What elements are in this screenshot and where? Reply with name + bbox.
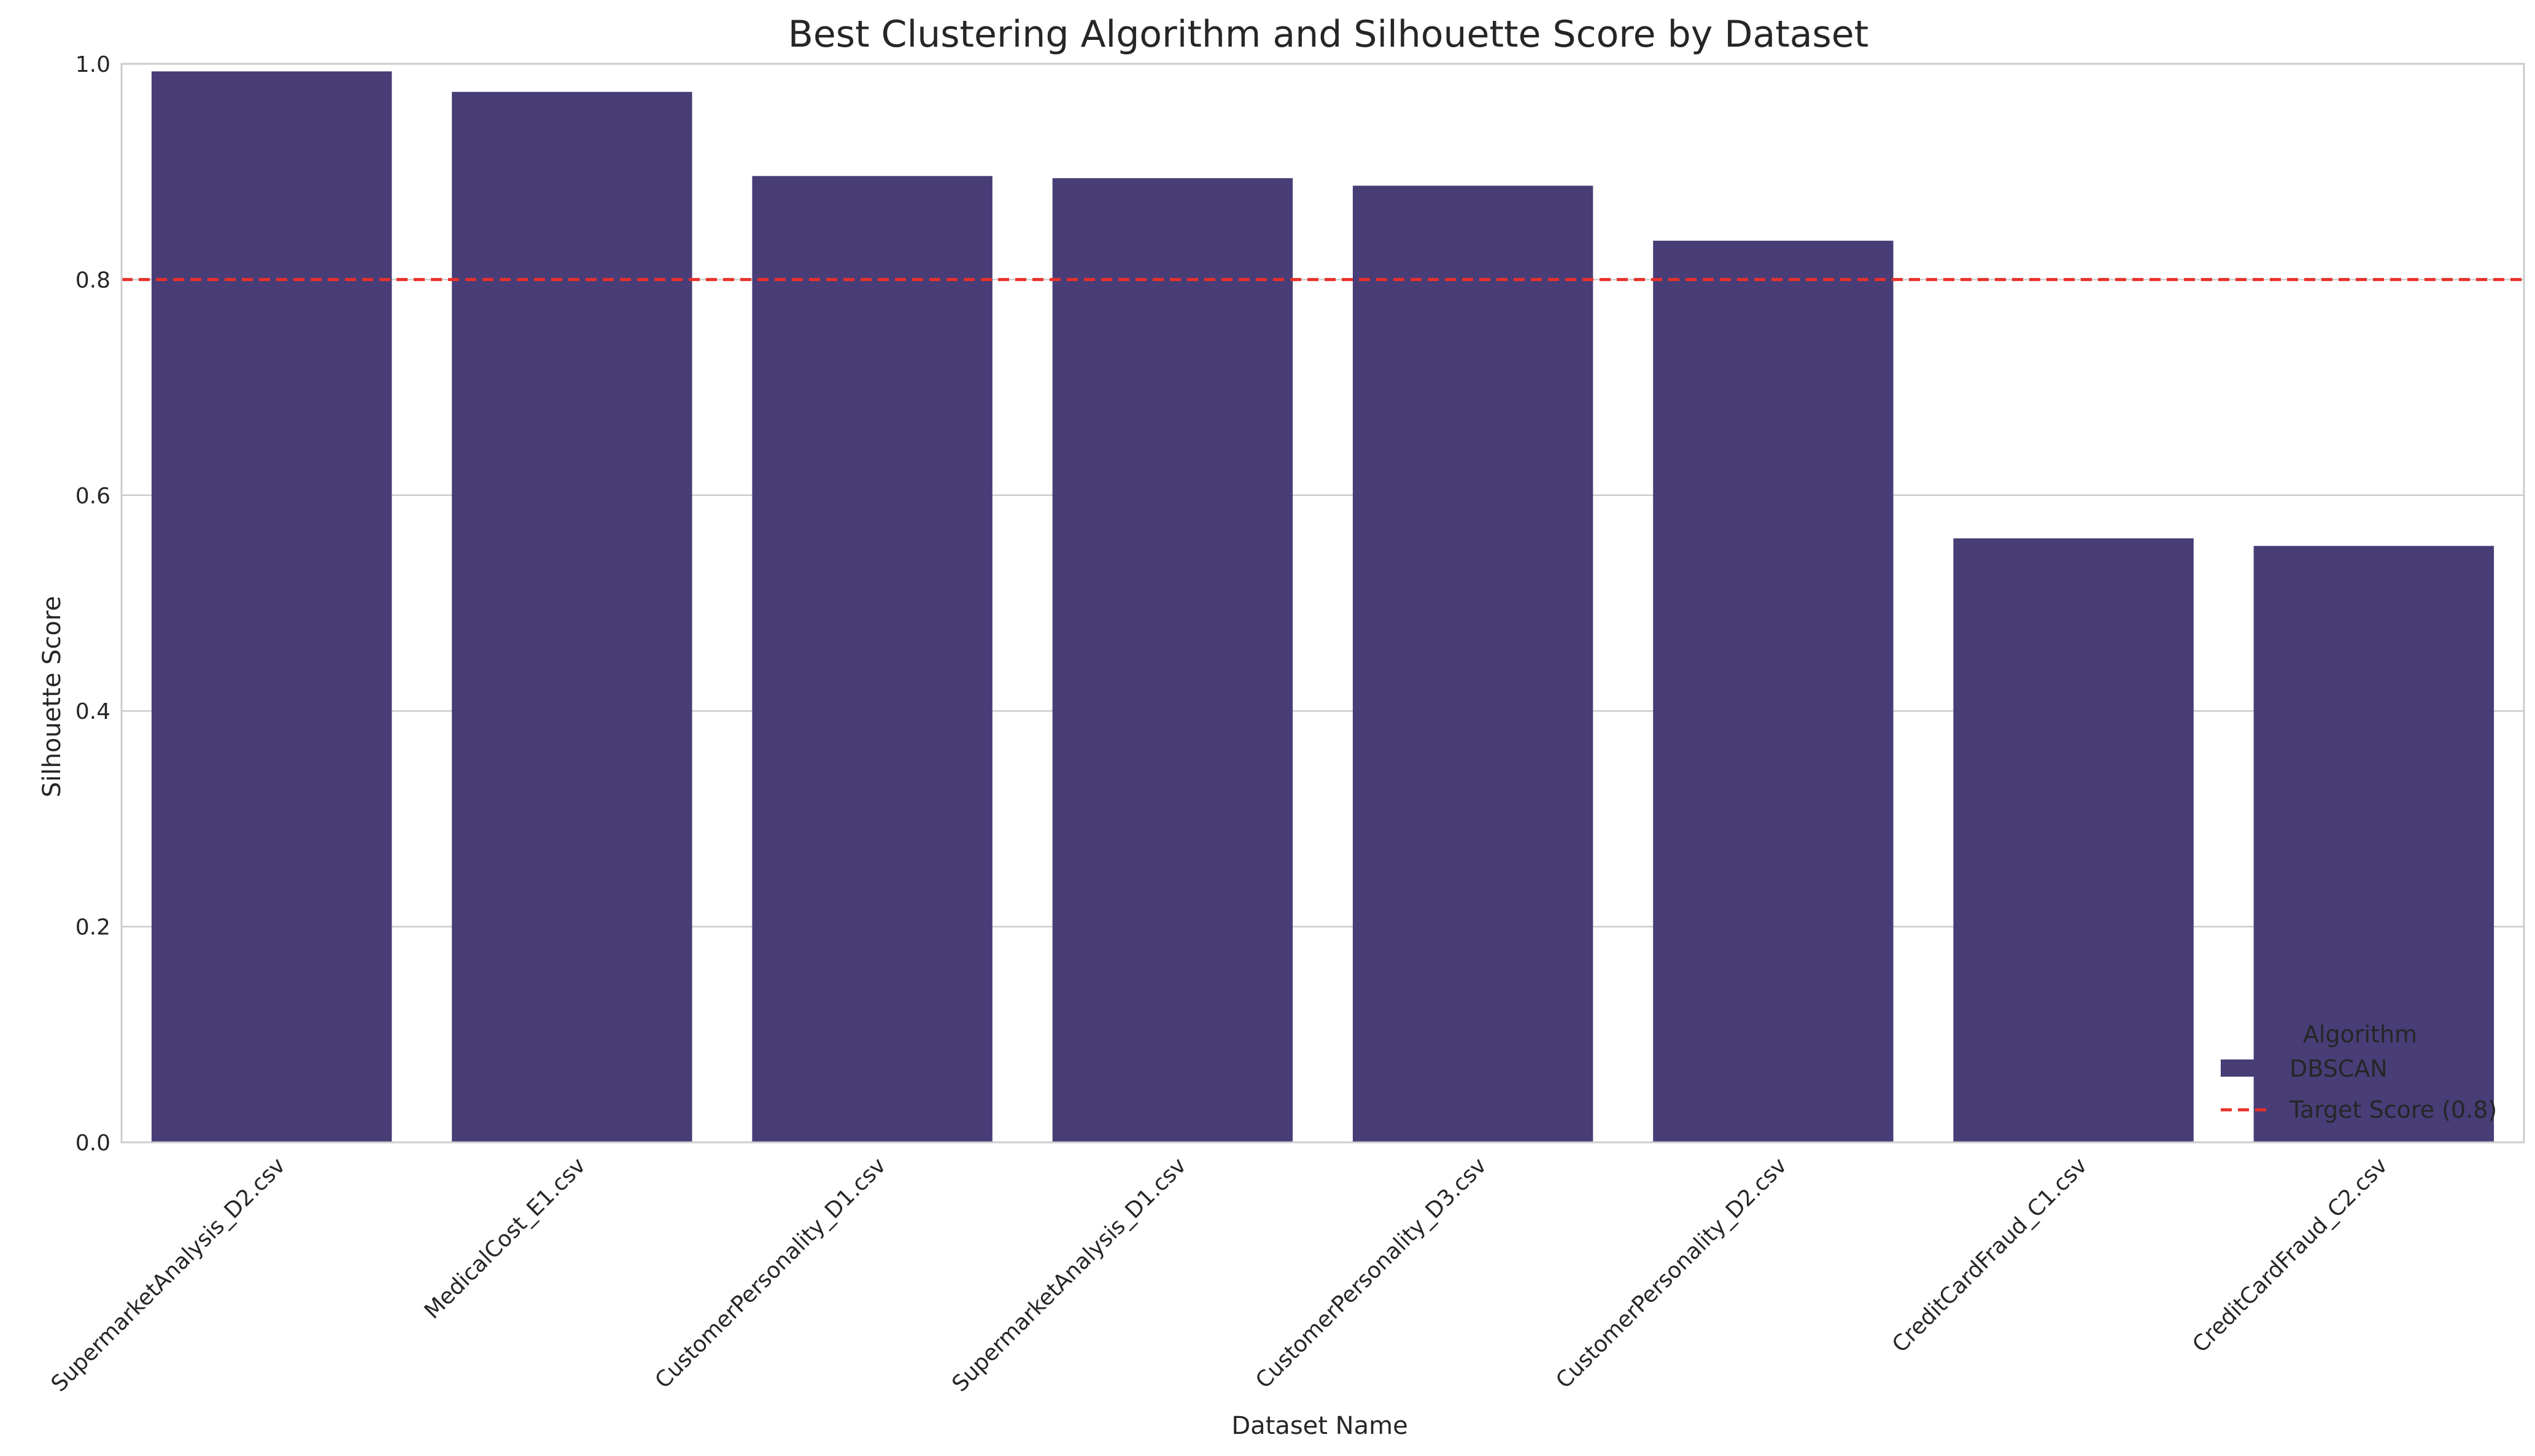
legend: Algorithm DBSCAN Target Score (0.8)	[2221, 1021, 2497, 1123]
x-tick-label: MedicalCost_E1.csv	[420, 1153, 591, 1324]
x-tick-label: SupermarketAnalysis_D2.csv	[47, 1153, 290, 1396]
legend-title: Algorithm	[2303, 1021, 2417, 1048]
legend-label-target: Target Score (0.8)	[2289, 1096, 2497, 1123]
legend-label-dbscan: DBSCAN	[2289, 1055, 2388, 1082]
y-tick-label: 0.0	[75, 1131, 110, 1156]
bar	[1953, 538, 2194, 1142]
bar	[1653, 241, 1894, 1143]
bar	[151, 71, 392, 1143]
x-tick-label: CreditCardFraud_C2.csv	[2188, 1153, 2392, 1357]
bar	[752, 176, 993, 1142]
y-tick-label: 0.8	[75, 268, 110, 293]
y-axis-label: Silhouette Score	[38, 596, 66, 797]
y-ticks: 0.0 0.2 0.4 0.6 0.8 1.0	[75, 52, 110, 1156]
x-tick-label: SupermarketAnalysis_D1.csv	[947, 1153, 1191, 1396]
legend-swatch-dbscan	[2221, 1059, 2270, 1077]
y-tick-label: 0.2	[75, 915, 110, 940]
bar	[452, 91, 692, 1142]
y-tick-label: 0.4	[75, 699, 110, 724]
bar	[1352, 185, 1593, 1142]
plot-frame	[120, 63, 2525, 1144]
y-tick-label: 1.0	[75, 52, 110, 77]
x-tick-label: CustomerPersonality_D2.csv	[1551, 1153, 1792, 1393]
x-tick-label: CustomerPersonality_D1.csv	[651, 1153, 891, 1393]
bar	[2253, 546, 2494, 1142]
chart-title: Best Clustering Algorithm and Silhouette…	[788, 13, 1869, 56]
x-axis-label: Dataset Name	[1231, 1412, 1407, 1440]
bar	[1052, 178, 1293, 1143]
x-ticks: SupermarketAnalysis_D2.csv MedicalCost_E1…	[47, 1153, 2393, 1396]
bars	[151, 71, 2494, 1143]
y-tick-label: 0.6	[75, 484, 110, 509]
x-tick-label: CustomerPersonality_D3.csv	[1251, 1153, 1492, 1393]
x-tick-label: CreditCardFraud_C1.csv	[1887, 1153, 2092, 1357]
